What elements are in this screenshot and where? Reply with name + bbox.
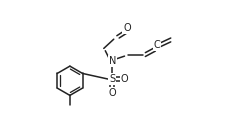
Text: O: O	[121, 74, 128, 84]
Text: S: S	[109, 74, 115, 84]
Text: C: C	[154, 40, 160, 50]
Text: O: O	[108, 88, 116, 98]
Text: N: N	[109, 56, 116, 66]
Text: O: O	[123, 23, 131, 33]
